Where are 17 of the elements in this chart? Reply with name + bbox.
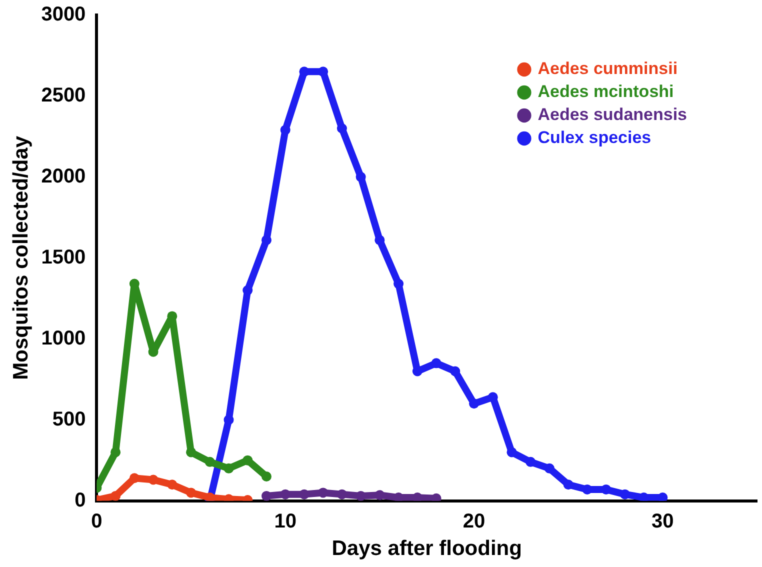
y-axis-title: Mosquitos collected/day bbox=[9, 136, 32, 380]
y-tick-label: 3000 bbox=[41, 4, 86, 26]
y-tick-label: 1500 bbox=[41, 246, 86, 268]
x-tick-label: 30 bbox=[652, 510, 674, 532]
x-tick-label: 20 bbox=[462, 510, 486, 532]
y-tick-label: 500 bbox=[52, 408, 86, 430]
legend-label: Culex species bbox=[538, 128, 652, 148]
legend-label: Aedes cumminsii bbox=[538, 59, 678, 78]
x-tick-label: 10 bbox=[274, 510, 296, 532]
y-tick-label: 0 bbox=[74, 489, 86, 512]
legend-label: Aedes sudanensis bbox=[538, 105, 687, 124]
x-tick-label: 0 bbox=[91, 510, 102, 532]
legend-label: Aedes mcintoshi bbox=[538, 82, 674, 102]
y-tick-label: 2000 bbox=[41, 165, 86, 188]
y-tick-label: 2500 bbox=[41, 84, 86, 106]
y-tick-label: 1000 bbox=[41, 327, 86, 350]
x-axis-title: Days after flooding bbox=[332, 537, 522, 560]
